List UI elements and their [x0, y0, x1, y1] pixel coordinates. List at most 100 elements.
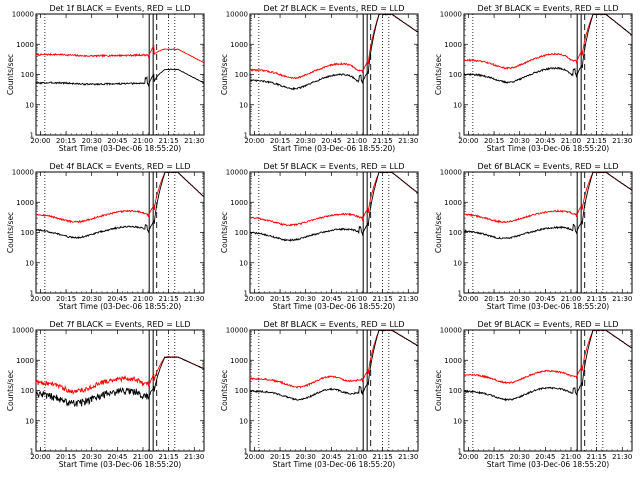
x-tick-label: 20:00: [458, 453, 478, 461]
y-tick-label: 100: [21, 387, 34, 395]
y-tick-label: 1: [244, 448, 248, 456]
panel-9f: Det 9f BLACK = Events, RED = LLD 1 10 100 10…: [434, 320, 633, 469]
y-tick-label: 10: [453, 417, 462, 425]
x-tick-label: 20:45: [321, 295, 341, 303]
panel-title: Det 1f BLACK = Events, RED = LLD: [49, 4, 190, 13]
y-axis-label: Counts/sec: [434, 370, 443, 411]
y-tick-label: 1: [458, 132, 462, 140]
x-tick-label: 20:15: [484, 453, 504, 461]
y-tick-label: 10000: [440, 327, 462, 335]
y-tick-label: 1000: [230, 199, 248, 207]
panel-title: Det 4f BLACK = Events, RED = LLD: [49, 162, 190, 171]
panel-title: Det 3f BLACK = Events, RED = LLD: [477, 4, 618, 13]
x-tick-label: 20:30: [296, 453, 316, 461]
y-tick-label: 100: [235, 229, 248, 237]
series-events-line: [464, 14, 632, 84]
panel-3f: Det 3f BLACK = Events, RED = LLD 1 10 100 10…: [434, 4, 633, 153]
plot-frame: [35, 171, 205, 294]
x-tick-label: 21:30: [612, 295, 632, 303]
y-tick-label: 1: [244, 132, 248, 140]
series-group: [36, 44, 204, 88]
series-group: [36, 172, 204, 240]
y-tick-label: 1000: [16, 41, 34, 49]
y-tick-label: 10000: [226, 327, 248, 335]
x-tick-label: 21:30: [612, 453, 632, 461]
x-tick-label: 20:00: [244, 295, 264, 303]
x-tick-label: 20:00: [30, 295, 50, 303]
series-group: [464, 172, 632, 240]
x-axis-label: Start Time (03-Dec-06 18:55:20): [273, 302, 395, 311]
series-lld-line: [36, 355, 204, 396]
x-tick-label: 21:30: [612, 137, 632, 145]
x-tick-label: 20:45: [321, 453, 341, 461]
x-axis-label: Start Time (03-Dec-06 18:55:20): [487, 302, 609, 311]
series-group: [250, 172, 418, 242]
x-tick-label: 21:15: [587, 295, 607, 303]
y-tick-label: 10000: [12, 327, 34, 335]
series-lld-line: [464, 172, 632, 224]
series-group: [464, 14, 632, 84]
y-tick-label: 10000: [226, 169, 248, 177]
series-lld-line: [36, 172, 204, 224]
y-tick-label: 10: [239, 417, 248, 425]
x-tick-label: 21:15: [373, 137, 393, 145]
x-tick-label: 21:00: [347, 137, 367, 145]
y-tick-label: 1000: [444, 199, 462, 207]
x-axis-label: Start Time (03-Dec-06 18:55:20): [273, 144, 395, 153]
x-tick-label: 21:15: [159, 453, 179, 461]
y-tick-label: 10: [453, 101, 462, 109]
series-lld-line: [250, 14, 418, 80]
x-tick-label: 21:00: [561, 453, 581, 461]
plot-frame: [249, 329, 419, 452]
x-tick-label: 21:15: [159, 295, 179, 303]
x-tick-label: 21:30: [398, 453, 418, 461]
y-axis-label: Counts/sec: [6, 370, 15, 411]
y-tick-label: 100: [449, 387, 462, 395]
y-tick-label: 10000: [440, 169, 462, 177]
series-lld-line: [250, 172, 418, 227]
series-events-line: [464, 330, 632, 402]
x-tick-label: 20:30: [510, 137, 530, 145]
y-tick-label: 10000: [440, 11, 462, 19]
panel-title: Det 6f BLACK = Events, RED = LLD: [477, 162, 618, 171]
x-tick-label: 21:15: [587, 453, 607, 461]
x-tick-label: 21:00: [347, 295, 367, 303]
x-axis-label: Start Time (03-Dec-06 18:55:20): [59, 460, 181, 469]
x-tick-label: 20:15: [56, 137, 76, 145]
series-lld-line: [250, 330, 418, 389]
x-tick-label: 21:00: [133, 137, 153, 145]
plot-frame: [463, 13, 633, 136]
series-group: [464, 330, 632, 402]
y-tick-label: 10: [25, 259, 34, 267]
y-axis-label: Counts/sec: [220, 212, 229, 253]
y-tick-label: 100: [235, 71, 248, 79]
x-tick-label: 20:30: [510, 295, 530, 303]
y-tick-label: 100: [449, 229, 462, 237]
y-tick-label: 1000: [230, 357, 248, 365]
y-tick-label: 1000: [444, 41, 462, 49]
x-tick-label: 21:00: [133, 295, 153, 303]
y-axis-label: Counts/sec: [6, 212, 15, 253]
panel-title: Det 9f BLACK = Events, RED = LLD: [477, 320, 618, 329]
y-axis-label: Counts/sec: [434, 212, 443, 253]
x-tick-label: 20:30: [296, 295, 316, 303]
plot-frame: [463, 171, 633, 294]
y-tick-label: 10: [239, 101, 248, 109]
y-tick-label: 1: [30, 290, 34, 298]
y-tick-label: 1000: [444, 357, 462, 365]
plot-frame: [249, 171, 419, 294]
x-tick-label: 20:45: [107, 453, 127, 461]
x-tick-label: 20:30: [296, 137, 316, 145]
y-axis-label: Counts/sec: [220, 370, 229, 411]
y-tick-label: 10: [239, 259, 248, 267]
x-tick-label: 20:30: [82, 453, 102, 461]
y-axis-label: Counts/sec: [434, 54, 443, 95]
panel-6f: Det 6f BLACK = Events, RED = LLD 1 10 100 10…: [434, 162, 633, 311]
y-tick-label: 1000: [230, 41, 248, 49]
panel-2f: Det 2f BLACK = Events, RED = LLD 1 10 100 10…: [220, 4, 419, 153]
x-tick-label: 20:45: [107, 137, 127, 145]
series-events-line: [36, 68, 204, 88]
plot-frame: [249, 13, 419, 136]
series-lld-line: [36, 44, 204, 64]
series-events-line: [250, 14, 418, 91]
